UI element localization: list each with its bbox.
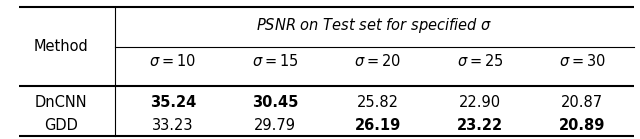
Text: 20.87: 20.87	[561, 95, 604, 110]
Text: 29.79: 29.79	[254, 118, 296, 133]
Text: 25.82: 25.82	[356, 95, 399, 110]
Text: 35.24: 35.24	[150, 95, 196, 110]
Text: $\sigma = 25$: $\sigma = 25$	[457, 53, 503, 69]
Text: 30.45: 30.45	[252, 95, 298, 110]
Text: PSNR on Test set for specified $\sigma$: PSNR on Test set for specified $\sigma$	[256, 16, 493, 35]
Text: $\sigma = 20$: $\sigma = 20$	[354, 53, 401, 69]
Text: 33.23: 33.23	[152, 118, 193, 133]
Text: DnCNN: DnCNN	[35, 95, 87, 110]
Text: 23.22: 23.22	[457, 118, 503, 133]
Text: $\sigma = 15$: $\sigma = 15$	[252, 53, 298, 69]
Text: 22.90: 22.90	[459, 95, 501, 110]
Text: $\sigma = 30$: $\sigma = 30$	[559, 53, 606, 69]
Text: 20.89: 20.89	[559, 118, 605, 133]
Text: Method: Method	[33, 39, 88, 54]
Text: GDD: GDD	[44, 118, 77, 133]
Text: 26.19: 26.19	[355, 118, 401, 133]
Text: $\sigma = 10$: $\sigma = 10$	[149, 53, 196, 69]
